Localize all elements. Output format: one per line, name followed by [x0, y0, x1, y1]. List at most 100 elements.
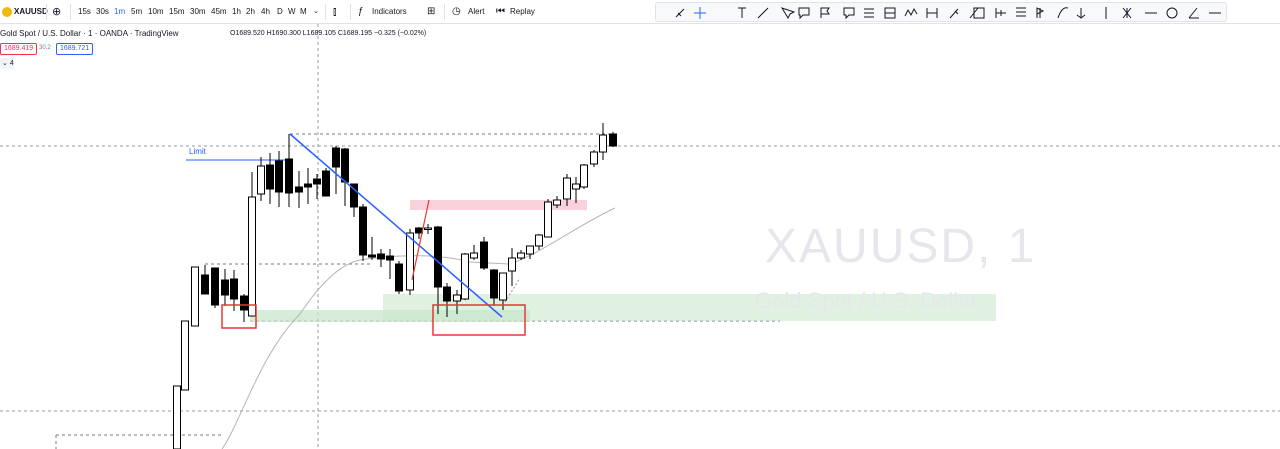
bullish-candle — [572, 183, 580, 190]
settings-brush-icon[interactable] — [1122, 7, 1132, 19]
moving-average-line — [221, 207, 616, 449]
interval-15m[interactable]: 15m — [169, 7, 185, 16]
measure-icon[interactable] — [995, 8, 1006, 18]
supply-zone[interactable] — [410, 200, 587, 210]
bearish-candle — [480, 241, 488, 269]
highlight-box[interactable] — [432, 304, 526, 336]
chart-type-candles-icon[interactable]: ⫾ — [333, 6, 337, 18]
bearish-candle — [386, 255, 394, 261]
symbol-search-button[interactable]: XAUUSD — [14, 7, 48, 16]
crosshair-icon[interactable] — [694, 7, 706, 19]
bearish-candle — [443, 286, 451, 302]
gold-symbol-icon — [2, 7, 12, 17]
bullish-candle — [191, 266, 199, 327]
candlestick-series — [173, 123, 617, 449]
bullish-candle — [580, 164, 588, 188]
anchor-icon[interactable] — [1076, 8, 1086, 19]
curve-icon[interactable] — [1057, 7, 1069, 19]
interval-2h[interactable]: 2h — [246, 7, 255, 16]
toolbar-divider — [444, 4, 445, 20]
circle-icon[interactable] — [1166, 7, 1178, 19]
interval-w[interactable]: W — [288, 7, 296, 16]
trend-line-icon[interactable] — [675, 8, 685, 18]
demand-zone-extended[interactable] — [383, 294, 996, 321]
bearish-candle — [341, 148, 349, 183]
pen-icon[interactable] — [1188, 7, 1199, 19]
interval-4h[interactable]: 4h — [261, 7, 270, 16]
bearish-candle — [230, 278, 238, 300]
bullish-candle — [257, 165, 265, 195]
fib-icon[interactable] — [1016, 7, 1026, 17]
bearish-candle — [395, 263, 403, 292]
line-icon[interactable] — [757, 7, 769, 19]
indicators-icon: ƒ — [358, 6, 364, 17]
frame-icon[interactable] — [973, 7, 985, 19]
limit-label[interactable]: Limit — [189, 147, 206, 156]
callout-icon[interactable] — [798, 7, 810, 20]
bullish-candle — [248, 196, 256, 317]
chevron-down-icon: ⌄ — [2, 60, 8, 67]
interval-30m[interactable]: 30m — [190, 7, 206, 16]
description-watermark: Gold Spot / U.S. Dollar — [755, 288, 978, 313]
interval-10m[interactable]: 10m — [148, 7, 164, 16]
bearish-candle — [490, 269, 498, 299]
arrow-icon[interactable] — [780, 7, 796, 20]
bearish-candle — [304, 183, 312, 188]
highlight-box[interactable] — [221, 304, 257, 329]
interval-30s[interactable]: 30s — [96, 7, 109, 16]
bullish-candle — [508, 257, 516, 272]
bearish-candle — [350, 183, 358, 208]
bullish-candle — [599, 134, 607, 153]
interval-1m[interactable]: 1m — [114, 7, 126, 16]
bullish-candle — [406, 232, 414, 291]
alert-clock-icon: ◷ — [452, 6, 461, 17]
toolbar-divider — [350, 4, 351, 20]
interval-45m[interactable]: 45m — [211, 7, 227, 16]
bearish-candle — [377, 253, 385, 260]
projection-dashed-line — [504, 277, 521, 303]
chart-legend-title[interactable]: Gold Spot / U.S. Dollar · 1 · OANDA · Tr… — [0, 29, 179, 38]
chart-legend-ohlc: O1689.520 H1690.300 L1689.105 C1689.195 … — [230, 30, 427, 37]
interval-1h[interactable]: 1h — [232, 7, 241, 16]
trend-line[interactable] — [289, 133, 503, 318]
note-icon[interactable] — [843, 7, 855, 20]
bearish-candle — [322, 170, 330, 197]
interval-d[interactable]: D — [277, 7, 283, 16]
replay-button[interactable]: Replay — [510, 7, 535, 16]
bearish-candle — [295, 186, 303, 193]
bearish-candle — [359, 206, 367, 256]
bearish-candle — [332, 147, 340, 168]
impulse-line[interactable] — [411, 199, 430, 281]
text-icon[interactable] — [738, 7, 746, 18]
interval-m[interactable]: M — [300, 7, 307, 16]
interval-15s[interactable]: 15s — [78, 7, 91, 16]
bearish-candle — [285, 158, 293, 194]
alert-button[interactable]: Alert — [468, 7, 485, 16]
sell-price-button[interactable]: 1689.419 — [0, 43, 38, 55]
pitchfork-icon[interactable] — [926, 8, 938, 18]
chart-pane[interactable]: Gold Spot / U.S. Dollar · 1 · OANDA · Tr… — [0, 24, 1280, 449]
projection-icon[interactable] — [884, 7, 896, 19]
templates-grid-icon[interactable]: ⊞ — [427, 6, 436, 17]
channel-icon[interactable] — [864, 8, 874, 18]
bearish-candle — [266, 164, 274, 190]
indicators-collapse-toggle[interactable]: ⌄ 4 — [0, 58, 14, 69]
bullish-candle — [590, 151, 598, 165]
bullish-candle — [181, 320, 189, 391]
compare-add-icon[interactable]: ⊕ — [52, 6, 62, 18]
indicator-count: 4 — [9, 60, 14, 67]
brush-icon[interactable] — [949, 8, 959, 19]
drawing-tools-svg — [675, 7, 1221, 20]
interval-5m[interactable]: 5m — [131, 7, 143, 16]
bullish-candle — [461, 253, 469, 300]
chevron-down-icon[interactable]: ⌄ — [313, 8, 319, 15]
bullish-candle — [553, 199, 561, 206]
buy-price-button[interactable]: 1689.721 — [56, 43, 94, 55]
bullish-candle — [470, 252, 478, 259]
indicators-button[interactable]: Indicators — [372, 7, 407, 16]
zigzag-icon[interactable] — [904, 7, 918, 17]
price-chart[interactable] — [0, 24, 1280, 449]
bearish-candle — [609, 133, 617, 147]
flag-icon[interactable] — [820, 7, 830, 18]
symbol-watermark: XAUUSD, 1 — [765, 220, 1037, 273]
